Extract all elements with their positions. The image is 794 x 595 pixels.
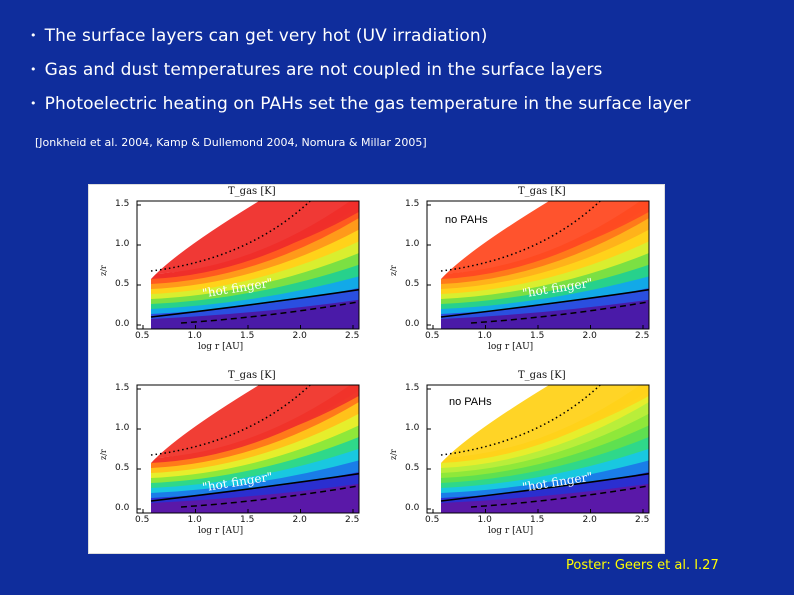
x-tick-label: 1.0: [187, 331, 202, 341]
y-tick-label: 1.5: [405, 383, 420, 393]
panel-bottom-left: T_gas [K] 1.5 1.0 0.5 0.0 0.5 1.0 1.5 2.0 2.5 z/r l…: [89, 369, 364, 549]
y-axis-label: z/r: [389, 265, 398, 276]
panel-title: T_gas [K]: [228, 186, 276, 197]
x-tick-label: 2.0: [292, 515, 307, 525]
x-tick-label: 2.0: [582, 331, 597, 341]
x-tick-label: 0.5: [135, 331, 150, 341]
references: [Jonkheid et al. 2004, Kamp & Dullemond …: [35, 136, 427, 149]
x-tick-label: 1.5: [240, 331, 255, 341]
x-tick-label: 0.5: [135, 515, 150, 525]
panel-top-right: T_gas [K] 1.5 1.0 0.5 0.0 0.5 1.0 1.5 2.0 2.5 z/r l…: [379, 185, 654, 365]
bullet-item: • The surface layers can get very hot (UV…: [30, 26, 790, 60]
bullet-item: • Photoelectric heating on PAHs set the g…: [30, 94, 790, 128]
bullet-symbol: •: [30, 97, 37, 110]
x-tick-label: 0.5: [425, 331, 440, 341]
y-tick-label: 1.0: [115, 423, 130, 433]
x-tick-label: 1.5: [530, 515, 545, 525]
bullet-symbol: •: [30, 63, 37, 76]
panel-title: T_gas [K]: [228, 370, 276, 381]
x-tick-label: 1.0: [477, 515, 492, 525]
y-tick-label: 1.0: [405, 423, 420, 433]
contour-plot: [426, 200, 650, 330]
bullet-text: Photoelectric heating on PAHs set the ga…: [44, 94, 691, 114]
contour-plot: [426, 384, 650, 514]
x-tick-label: 2.5: [345, 515, 360, 525]
temperature-contours: [137, 385, 359, 513]
x-axis-label: log r [AU]: [488, 342, 534, 352]
bullet-item: • Gas and dust temperatures are not coupl…: [30, 60, 790, 94]
y-tick-label: 1.5: [405, 199, 420, 209]
y-tick-label: 0.5: [115, 463, 130, 473]
panel-bottom-right: T_gas [K] 1.5 1.0 0.5 0.0 0.5 1.0 1.5 2.0 2.5 z/r l…: [379, 369, 654, 549]
x-axis-label: log r [AU]: [198, 526, 244, 536]
y-tick-label: 0.5: [115, 279, 130, 289]
bullet-list: • The surface layers can get very hot (UV…: [30, 26, 790, 128]
temperature-contours: [427, 385, 649, 513]
y-tick-label: 0.0: [405, 503, 420, 513]
x-tick-label: 2.5: [635, 331, 650, 341]
bullet-text: The surface layers can get very hot (UV …: [44, 26, 488, 46]
y-axis-label: z/r: [99, 449, 108, 460]
y-axis-label: z/r: [99, 265, 108, 276]
x-tick-label: 2.5: [345, 331, 360, 341]
y-tick-label: 1.5: [115, 383, 130, 393]
y-tick-label: 1.0: [405, 239, 420, 249]
x-tick-label: 1.0: [477, 331, 492, 341]
x-axis-label: log r [AU]: [488, 526, 534, 536]
bullet-symbol: •: [30, 29, 37, 42]
y-tick-label: 0.0: [115, 319, 130, 329]
contour-plot: [136, 200, 360, 330]
poster-reference: Poster: Geers et al. I.27: [566, 558, 719, 573]
y-tick-label: 1.5: [115, 199, 130, 209]
y-tick-label: 0.5: [405, 463, 420, 473]
temperature-figure: T_gas [K] 1.5 1.0 0.5 0.0 0.5 1.0 1.5 2.0 2.5 z/r l…: [88, 184, 665, 554]
no-pahs-label: no PAHs: [443, 213, 490, 227]
x-tick-label: 2.0: [582, 515, 597, 525]
x-tick-label: 2.5: [635, 515, 650, 525]
panel-top-left: T_gas [K] 1.5 1.0 0.5 0.0 0.5 1.0 1.5 2.0 2.5 z/r l…: [89, 185, 364, 365]
x-tick-label: 1.5: [530, 331, 545, 341]
x-axis-label: log r [AU]: [198, 342, 244, 352]
y-axis-label: z/r: [389, 449, 398, 460]
y-tick-label: 0.5: [405, 279, 420, 289]
x-tick-label: 0.5: [425, 515, 440, 525]
no-pahs-label: no PAHs: [447, 395, 494, 409]
panel-title: T_gas [K]: [518, 186, 566, 197]
y-tick-label: 1.0: [115, 239, 130, 249]
contour-plot: [136, 384, 360, 514]
x-tick-label: 1.5: [240, 515, 255, 525]
x-tick-label: 2.0: [292, 331, 307, 341]
y-tick-label: 0.0: [405, 319, 420, 329]
bullet-text: Gas and dust temperatures are not couple…: [44, 60, 603, 80]
temperature-contours: [137, 201, 359, 329]
temperature-contours: [427, 201, 649, 329]
y-tick-label: 0.0: [115, 503, 130, 513]
x-tick-label: 1.0: [187, 515, 202, 525]
panel-title: T_gas [K]: [518, 370, 566, 381]
